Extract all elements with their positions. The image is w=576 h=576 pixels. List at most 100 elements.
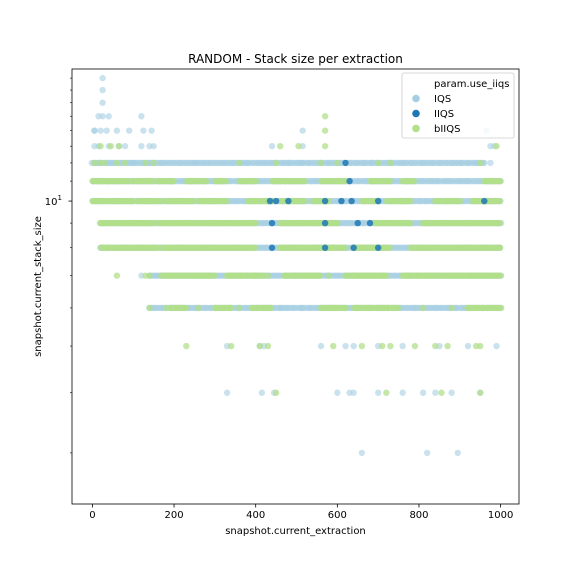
point-biiqs — [211, 272, 218, 279]
point-biiqs — [497, 272, 504, 279]
point-biiqs — [252, 177, 260, 185]
point-biiqs — [496, 197, 503, 205]
point-biiqs — [222, 177, 230, 185]
point-biiqs — [448, 304, 455, 312]
point-iqs — [350, 342, 357, 350]
series-biiqs — [89, 113, 505, 396]
point-iqs — [276, 304, 284, 312]
point-biiqs — [150, 177, 157, 185]
point-biiqs — [432, 342, 439, 350]
point-biiqs — [182, 304, 190, 312]
point-biiqs — [403, 272, 410, 279]
point-biiqs — [264, 342, 272, 350]
point-iqs — [148, 127, 155, 134]
point-biiqs — [150, 159, 157, 167]
point-iqs — [454, 449, 461, 457]
x-tick-label: 1000 — [488, 510, 513, 521]
point-biiqs — [496, 244, 504, 251]
point-iiqs — [321, 197, 329, 205]
point-biiqs — [115, 142, 123, 150]
x-tick-label: 600 — [328, 510, 347, 521]
point-iqs — [419, 389, 427, 396]
point-iqs — [91, 127, 98, 134]
point-biiqs — [452, 272, 459, 279]
point-biiqs — [358, 342, 366, 350]
point-iqs — [368, 159, 376, 167]
point-biiqs — [272, 159, 280, 167]
point-biiqs — [419, 304, 427, 312]
point-iiqs — [374, 197, 382, 205]
point-iqs — [99, 99, 106, 106]
y-tick-label: 101 — [45, 194, 62, 208]
point-biiqs — [189, 197, 197, 205]
point-biiqs — [260, 272, 267, 279]
point-iiqs — [481, 197, 488, 205]
point-iqs — [105, 113, 112, 120]
point-biiqs — [121, 159, 129, 167]
point-biiqs — [97, 142, 104, 150]
point-iqs — [113, 127, 121, 134]
point-iqs — [350, 389, 357, 396]
legend-label-biiqs: bIIQS — [434, 124, 460, 135]
point-biiqs — [301, 177, 309, 185]
point-biiqs — [252, 219, 259, 227]
point-biiqs — [91, 159, 98, 167]
point-biiqs — [342, 304, 349, 312]
point-iqs — [97, 127, 104, 134]
point-iqs — [342, 342, 349, 350]
point-iiqs — [342, 159, 349, 167]
point-biiqs — [342, 244, 349, 251]
y-axis-label: snapshot.current_stack_size — [33, 216, 44, 357]
legend-title: param.use_iiqs — [434, 79, 509, 90]
point-biiqs — [146, 272, 153, 279]
point-biiqs — [496, 219, 504, 227]
point-biiqs — [146, 304, 153, 312]
legend: param.use_iiqs IQS IIQS bIIQS — [401, 72, 515, 139]
point-biiqs — [162, 304, 170, 312]
point-iqs — [121, 142, 129, 150]
point-iqs — [138, 113, 145, 120]
legend-marker-iiqs — [412, 109, 420, 118]
point-biiqs — [267, 304, 274, 312]
point-iqs — [95, 113, 102, 120]
point-biiqs — [321, 127, 329, 134]
point-iqs — [107, 159, 114, 167]
point-biiqs — [113, 272, 121, 279]
point-iiqs — [321, 244, 329, 251]
point-biiqs — [387, 159, 394, 167]
point-biiqs — [256, 342, 263, 350]
point-biiqs — [317, 159, 325, 167]
point-biiqs — [410, 177, 418, 185]
series-iiqs — [266, 159, 488, 251]
point-iiqs — [366, 219, 374, 227]
point-biiqs — [407, 219, 414, 227]
point-biiqs — [374, 159, 382, 167]
point-biiqs — [170, 177, 177, 185]
point-iqs — [423, 449, 431, 457]
point-biiqs — [497, 177, 504, 185]
point-biiqs — [411, 342, 419, 350]
point-iiqs — [266, 197, 274, 205]
point-iqs — [150, 142, 157, 150]
legend-label-iiqs: IIQS — [434, 109, 454, 120]
point-iqs — [493, 342, 500, 350]
point-biiqs — [387, 342, 394, 350]
legend-box — [401, 72, 515, 139]
point-iqs — [334, 389, 341, 396]
plot-frame — [71, 68, 520, 505]
point-iiqs — [374, 244, 382, 251]
point-iqs — [140, 127, 147, 134]
point-biiqs — [325, 304, 333, 312]
point-biiqs — [395, 304, 402, 312]
point-biiqs — [236, 159, 243, 167]
x-tick-label: 200 — [165, 510, 184, 521]
point-iqs — [317, 342, 325, 350]
point-biiqs — [316, 272, 324, 279]
point-iqs — [374, 389, 382, 396]
x-tick-label: 400 — [246, 510, 265, 521]
point-iqs — [448, 389, 455, 396]
point-biiqs — [383, 389, 390, 396]
point-biiqs — [379, 342, 386, 350]
point-biiqs — [407, 197, 414, 205]
